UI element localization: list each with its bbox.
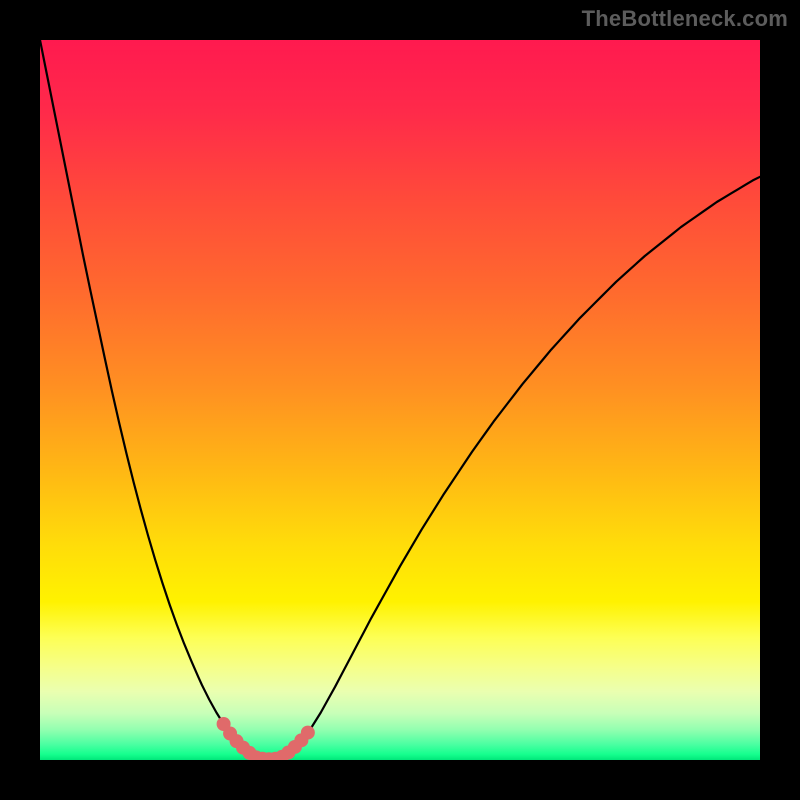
- chart-svg: [40, 40, 760, 760]
- watermark-text: TheBottleneck.com: [582, 6, 788, 32]
- plot-area: [40, 40, 760, 760]
- outer-frame: TheBottleneck.com: [0, 0, 800, 800]
- chart-background: [40, 40, 760, 760]
- trough-marker: [301, 726, 315, 740]
